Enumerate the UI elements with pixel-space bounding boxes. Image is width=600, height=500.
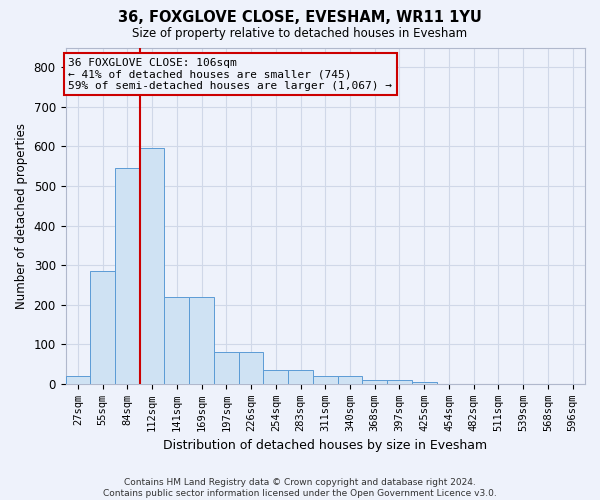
Bar: [189, 297, 214, 384]
Bar: [362, 380, 387, 384]
Y-axis label: Number of detached properties: Number of detached properties: [15, 122, 28, 308]
Bar: [214, 352, 239, 384]
Bar: [387, 380, 412, 384]
Text: Size of property relative to detached houses in Evesham: Size of property relative to detached ho…: [133, 28, 467, 40]
Bar: [412, 382, 437, 384]
Bar: [115, 168, 140, 384]
Text: 36, FOXGLOVE CLOSE, EVESHAM, WR11 1YU: 36, FOXGLOVE CLOSE, EVESHAM, WR11 1YU: [118, 10, 482, 25]
Bar: [239, 352, 263, 384]
Bar: [65, 376, 90, 384]
Bar: [164, 297, 189, 384]
Bar: [90, 271, 115, 384]
Text: 36 FOXGLOVE CLOSE: 106sqm
← 41% of detached houses are smaller (745)
59% of semi: 36 FOXGLOVE CLOSE: 106sqm ← 41% of detac…: [68, 58, 392, 91]
Bar: [263, 370, 288, 384]
Bar: [313, 376, 338, 384]
Bar: [140, 148, 164, 384]
Bar: [338, 376, 362, 384]
Text: Contains HM Land Registry data © Crown copyright and database right 2024.
Contai: Contains HM Land Registry data © Crown c…: [103, 478, 497, 498]
X-axis label: Distribution of detached houses by size in Evesham: Distribution of detached houses by size …: [163, 440, 487, 452]
Bar: [288, 370, 313, 384]
